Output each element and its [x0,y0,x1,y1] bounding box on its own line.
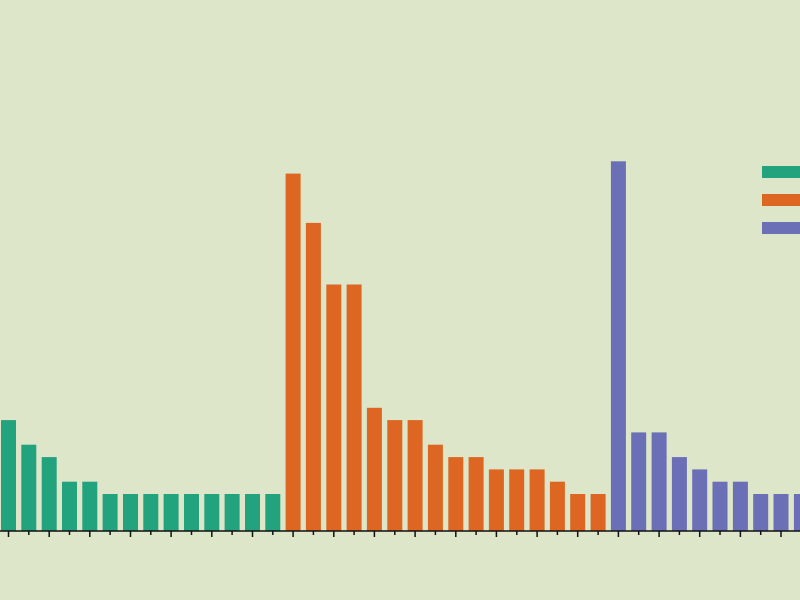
legend [762,166,800,234]
bar-s2-3 [326,284,342,531]
bar-s1-10 [184,494,199,531]
bar-s2-12 [509,469,525,531]
bar-s3-10 [793,494,800,531]
bar-s1-5 [82,481,98,531]
bar-s1-7 [123,494,138,531]
bar-s2-9 [448,457,464,531]
bar-s2-14 [549,481,565,531]
bar-s2-15 [570,494,586,531]
bar-s3-3 [651,432,667,531]
bar-s1-1 [1,420,16,531]
bar-s3-1 [610,161,626,532]
bar-s3-6 [712,481,728,531]
bar-s2-4 [346,284,362,531]
bar-s1-13 [245,494,260,531]
bar-s2-6 [387,420,403,531]
bar-s3-9 [773,494,789,531]
bar-s2-7 [407,420,423,531]
bar-s2-13 [529,469,545,531]
bar-s3-2 [631,432,647,531]
bar-s1-12 [224,494,240,531]
bar-s1-2 [21,444,37,531]
bar-s2-10 [468,457,484,531]
bar-s2-1 [285,173,301,531]
legend-swatch-1 [762,166,800,178]
legend-swatch-3 [762,222,800,234]
bar-s1-4 [62,481,77,531]
legend-swatch-2 [762,194,800,206]
bar-s3-7 [732,481,748,531]
bar-s3-4 [671,457,687,531]
bar-s1-14 [265,494,281,531]
x-axis-ticks [7,531,782,537]
bar-s2-2 [305,222,321,531]
bar-s1-11 [204,494,220,531]
bars-layer [1,161,800,532]
bar-s2-8 [427,444,443,531]
bar-s3-8 [753,494,769,531]
bar-s1-3 [41,457,57,531]
bar-s2-5 [366,407,382,531]
bar-s3-5 [692,469,708,531]
bar-s1-9 [163,494,179,531]
bar-s2-16 [590,494,606,531]
bar-s1-8 [143,494,159,531]
bar-s1-6 [102,494,118,531]
bar-s2-11 [488,469,504,531]
